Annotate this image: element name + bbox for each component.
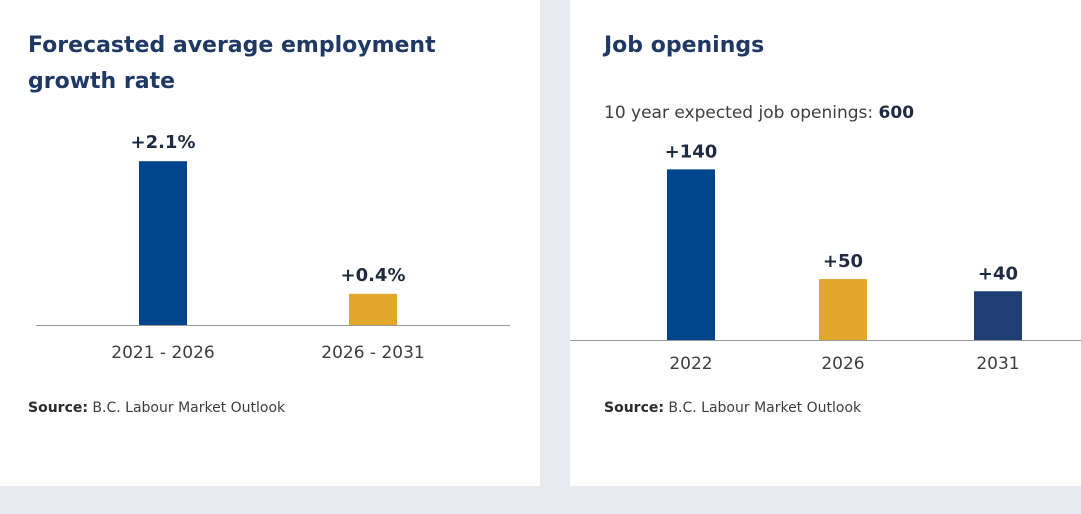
data-label: +40 bbox=[978, 263, 1018, 284]
source-text: B.C. Labour Market Outlook bbox=[668, 400, 862, 416]
bar bbox=[349, 293, 397, 325]
bar bbox=[667, 169, 715, 340]
growth-rate-title: Forecasted average employment growth rat… bbox=[28, 33, 436, 94]
job-openings-source: Source: B.C. Labour Market Outlook bbox=[604, 400, 861, 416]
job-openings-panel: Job openings 10 year expected job openin… bbox=[570, 0, 1081, 486]
category-label: 2021 - 2026 bbox=[111, 343, 214, 363]
source-text: B.C. Labour Market Outlook bbox=[92, 400, 286, 416]
subtitle-prefix: 10 year expected job openings: bbox=[604, 103, 874, 123]
category-label: 2026 bbox=[821, 354, 864, 374]
source-prefix: Source: bbox=[28, 400, 88, 416]
source-prefix: Source: bbox=[604, 400, 664, 416]
category-label: 2026 - 2031 bbox=[321, 343, 424, 363]
data-label: +0.4% bbox=[340, 265, 405, 286]
data-label: +2.1% bbox=[130, 132, 195, 153]
growth-rate-panel: Forecasted average employment growth rat… bbox=[0, 0, 540, 486]
growth-rate-chart: +2.1% 2021 - 2026 +0.4% 2026 - 2031 bbox=[36, 132, 510, 363]
subtitle-value: 600 bbox=[878, 103, 915, 123]
growth-rate-source: Source: B.C. Labour Market Outlook bbox=[28, 400, 285, 416]
category-label: 2031 bbox=[976, 354, 1019, 374]
bar bbox=[974, 291, 1022, 340]
job-openings-chart: +140 2022 +50 2026 +40 2031 bbox=[570, 141, 1081, 374]
data-label: +140 bbox=[665, 141, 718, 162]
data-label: +50 bbox=[823, 251, 863, 272]
job-openings-subtitle: 10 year expected job openings: 600 bbox=[604, 103, 914, 123]
job-openings-title: Job openings bbox=[604, 33, 765, 58]
bar bbox=[819, 279, 867, 340]
category-label: 2022 bbox=[669, 354, 712, 374]
bar bbox=[139, 161, 187, 325]
